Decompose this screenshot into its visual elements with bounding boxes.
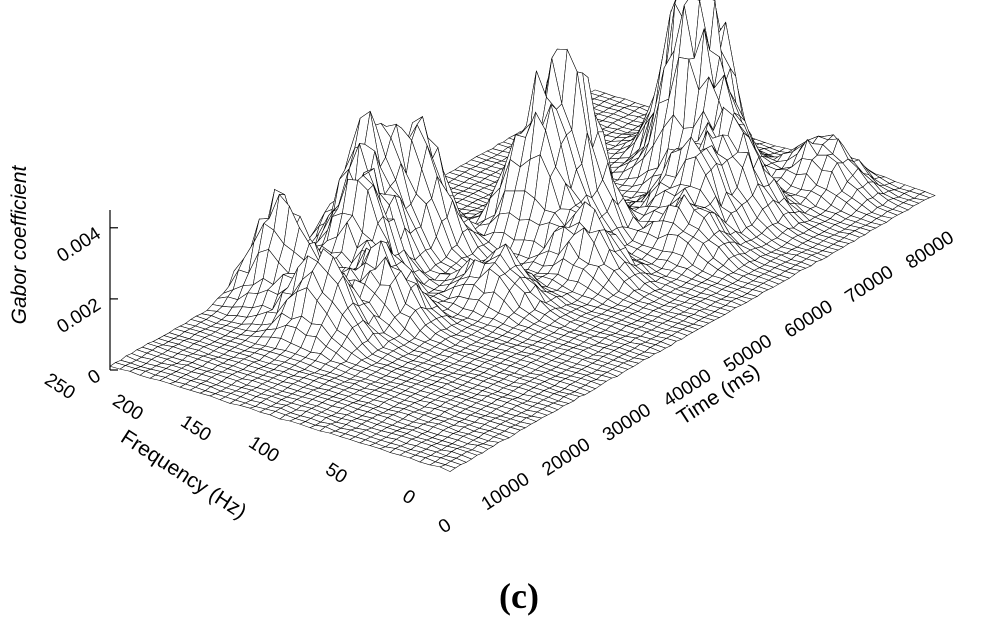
figure-caption: (c) — [499, 576, 539, 616]
z-tick-label: 0 — [84, 366, 104, 389]
y-tick-label: 100 — [245, 432, 283, 467]
y-tick-label: 0 — [398, 486, 418, 509]
axes — [110, 210, 118, 370]
z-tick-label: 0.004 — [53, 223, 105, 267]
x-tick-label: 10000 — [478, 469, 534, 515]
y-tick-label: 150 — [177, 411, 215, 446]
x-tick-label: 80000 — [902, 227, 958, 273]
x-tick-label: 20000 — [538, 434, 594, 480]
y-tick-label: 50 — [322, 459, 351, 488]
y-tick-label: 250 — [41, 369, 79, 404]
z-tick-label: 0.002 — [53, 294, 104, 338]
z-axis-title: Gabor coefficient — [8, 164, 31, 324]
x-tick-label: 60000 — [781, 296, 837, 342]
x-tick-label: 30000 — [599, 400, 655, 446]
y-tick-label: 200 — [109, 390, 147, 425]
x-tick-label: 0 — [435, 515, 455, 538]
gabor-surface — [110, 0, 935, 472]
x-tick-label: 70000 — [842, 262, 898, 308]
y-axis-title: Frequency (Hz) — [117, 425, 251, 523]
